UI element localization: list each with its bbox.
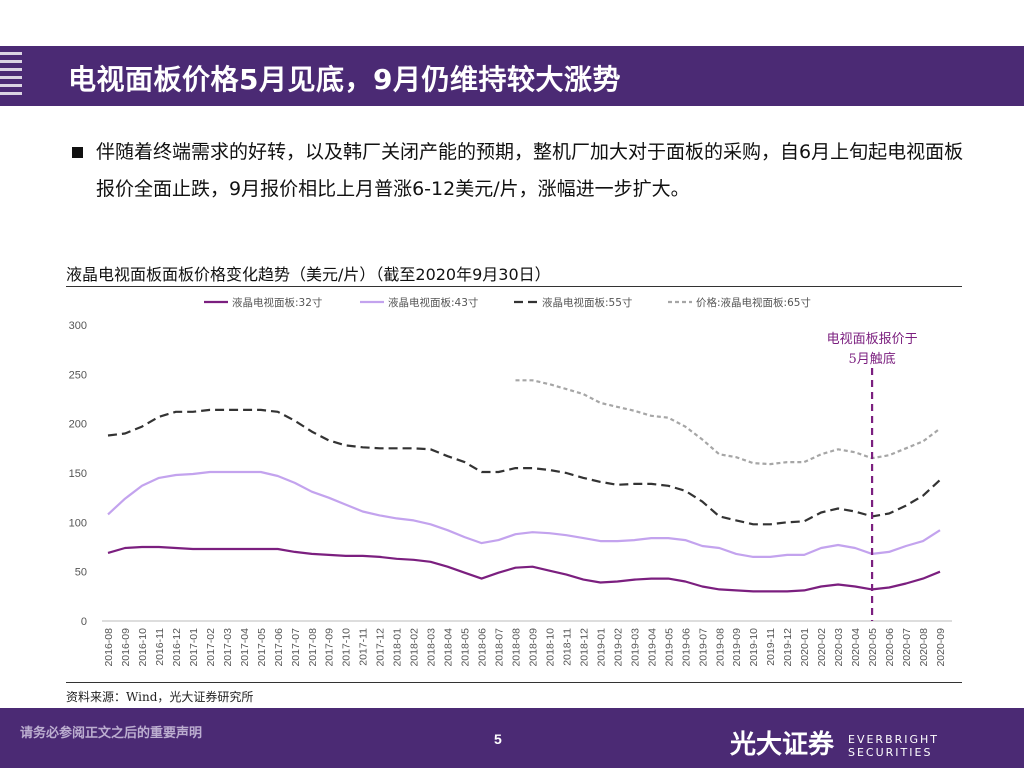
x-tick-label: 2020-04 [850, 628, 862, 667]
x-tick-label: 2020-08 [918, 628, 930, 667]
legend-label-1: 液晶电视面板:43寸 [388, 296, 478, 309]
x-tick-label: 2016-11 [154, 628, 166, 666]
title-bar [58, 46, 1024, 106]
y-tick-label: 150 [69, 468, 87, 480]
x-tick-label: 2020-09 [935, 628, 947, 667]
x-tick-label: 2016-09 [120, 628, 132, 667]
x-tick-label: 2018-05 [460, 628, 472, 667]
x-tick-label: 2018-12 [578, 628, 590, 667]
x-tick-label: 2017-07 [290, 628, 302, 667]
x-tick-label: 2016-08 [103, 628, 115, 667]
x-tick-label: 2019-11 [765, 628, 777, 666]
series-line-3 [515, 379, 941, 466]
x-tick-label: 2018-09 [527, 628, 539, 667]
x-tick-label: 2019-12 [782, 628, 794, 667]
x-tick-label: 2017-01 [188, 628, 200, 667]
x-tick-label: 2020-03 [833, 628, 845, 667]
x-tick-label: 2019-10 [748, 628, 760, 667]
footer-disclaimer[interactable]: 请务必参阅正文之后的重要声明 [20, 726, 203, 741]
x-tick-label: 2020-02 [816, 628, 828, 667]
legend-label-0: 液晶电视面板:32寸 [232, 296, 322, 309]
chart-top-rule [66, 286, 962, 287]
x-tick-label: 2020-07 [901, 628, 913, 667]
x-tick-label: 2017-11 [358, 628, 370, 666]
x-tick-label: 2018-10 [544, 628, 556, 667]
x-tick-label: 2018-03 [426, 628, 438, 667]
y-tick-label: 200 [69, 419, 87, 431]
x-tick-label: 2019-08 [714, 628, 726, 667]
x-tick-label: 2018-07 [494, 628, 506, 667]
x-tick-label: 2017-06 [273, 628, 285, 667]
bullet-square-icon [72, 147, 83, 158]
x-tick-label: 2020-01 [799, 628, 811, 667]
series-line-0 [107, 545, 941, 593]
x-tick-label: 2017-03 [222, 628, 234, 667]
chart-title: 液晶电视面板面板价格变化趋势（美元/片）（截至2020年9月30日） [66, 265, 551, 284]
slide-title: 电视面板价格5月见底，9月仍维持较大涨势 [68, 63, 621, 96]
x-tick-label: 2018-08 [511, 628, 523, 667]
x-tick-label: 2020-06 [884, 628, 896, 667]
x-tick-label: 2017-09 [324, 628, 336, 667]
x-tick-label: 2017-08 [307, 628, 319, 667]
footer-bar [0, 708, 1024, 768]
x-tick-label: 2018-01 [392, 628, 404, 667]
y-tick-label: 50 [75, 567, 87, 579]
legend-label-3: 价格:液晶电视面板:65寸 [696, 296, 811, 309]
x-tick-label: 2019-06 [680, 628, 692, 667]
annotation-text-line2: 5月触底 [848, 351, 895, 367]
x-tick-label: 2019-07 [697, 628, 709, 667]
bullet-text: 伴随着终端需求的好转，以及韩厂关闭产能的预期，整机厂加大对于面板的采购，自6月上… [96, 141, 964, 200]
y-tick-label: 250 [69, 369, 87, 381]
y-tick-label: 100 [69, 517, 87, 529]
x-tick-label: 2017-10 [341, 628, 353, 667]
brand-logo-en: EVERBRIGHT SECURITIES [848, 733, 940, 759]
series-line-1 [107, 470, 941, 558]
x-tick-label: 2018-04 [443, 628, 455, 667]
x-tick-label: 2016-10 [137, 628, 149, 667]
y-tick-label: 300 [69, 320, 87, 332]
series-line-2 [107, 408, 941, 526]
x-tick-label: 2019-02 [612, 628, 624, 667]
x-tick-label: 2017-05 [256, 628, 268, 667]
x-tick-label: 2019-04 [646, 628, 658, 667]
x-tick-label: 2020-05 [867, 628, 879, 667]
x-tick-label: 2017-04 [239, 628, 251, 667]
source-note: 资料来源：Wind，光大证券研究所 [66, 690, 254, 704]
title-decoration [0, 46, 58, 106]
x-tick-label: 2019-05 [663, 628, 675, 667]
x-tick-label: 2017-02 [205, 628, 217, 667]
x-tick-label: 2019-01 [595, 628, 607, 667]
annotation-text-line1: 电视面板报价于 [827, 332, 918, 347]
x-tick-label: 2019-09 [731, 628, 743, 667]
x-tick-label: 2017-12 [375, 628, 387, 667]
legend-label-2: 液晶电视面板:55寸 [542, 296, 632, 309]
y-tick-label: 0 [81, 616, 87, 628]
x-tick-label: 2018-11 [561, 628, 573, 666]
chart-bottom-rule [66, 682, 962, 683]
page-number: 5 [494, 731, 502, 747]
x-tick-label: 2019-03 [629, 628, 641, 667]
x-tick-label: 2018-02 [409, 628, 421, 667]
x-tick-label: 2018-06 [477, 628, 489, 667]
brand-logo-cn: 光大证券 [730, 730, 835, 760]
x-tick-label: 2016-12 [171, 628, 183, 667]
